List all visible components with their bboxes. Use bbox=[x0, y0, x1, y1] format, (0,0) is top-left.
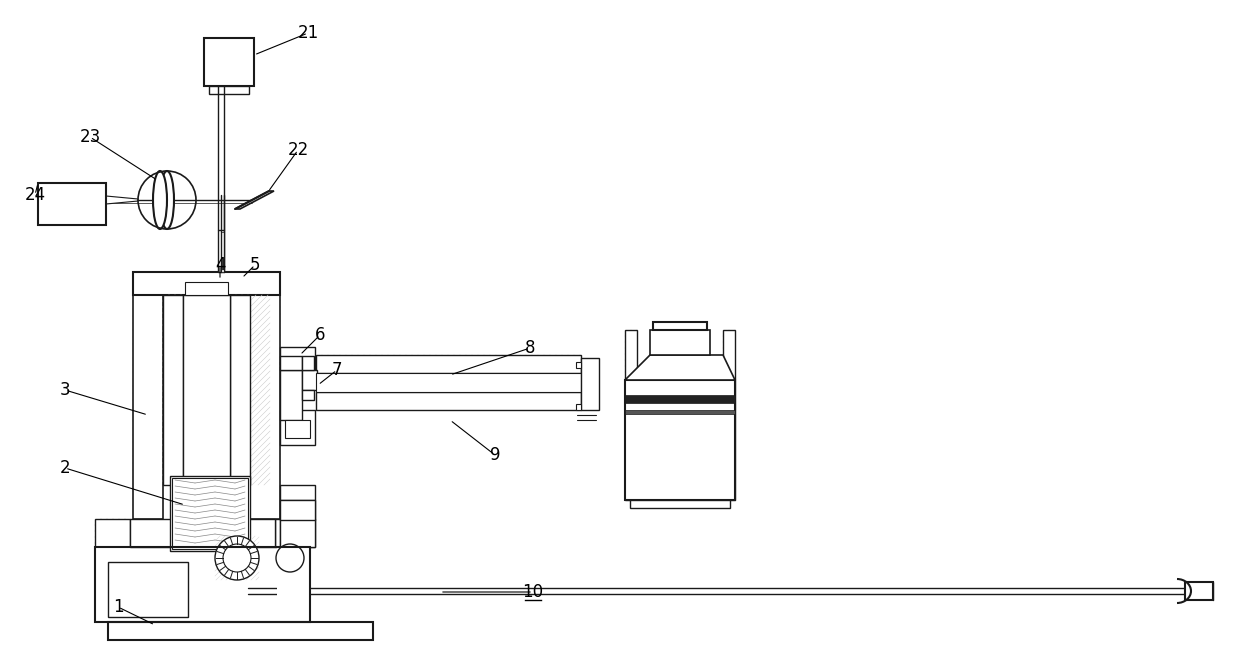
Bar bbox=[185, 282, 228, 295]
Bar bbox=[650, 330, 711, 355]
Bar bbox=[275, 519, 310, 547]
Bar bbox=[303, 370, 317, 390]
Bar bbox=[108, 562, 188, 617]
Bar bbox=[108, 622, 373, 640]
Bar bbox=[170, 476, 250, 551]
Bar bbox=[723, 330, 735, 500]
Bar bbox=[95, 519, 130, 547]
Text: 7: 7 bbox=[332, 361, 342, 379]
Bar bbox=[108, 622, 373, 640]
Text: 2: 2 bbox=[60, 459, 71, 477]
Bar bbox=[316, 355, 582, 373]
Bar bbox=[316, 392, 582, 410]
Bar bbox=[577, 404, 582, 410]
Bar bbox=[1185, 582, 1213, 600]
Bar bbox=[95, 547, 310, 622]
Bar bbox=[280, 485, 315, 500]
Bar bbox=[280, 500, 315, 520]
Ellipse shape bbox=[160, 171, 174, 229]
Bar bbox=[280, 370, 303, 420]
Bar bbox=[630, 500, 730, 508]
Bar bbox=[108, 622, 373, 640]
Bar bbox=[625, 330, 637, 500]
Bar bbox=[95, 547, 310, 622]
Text: 6: 6 bbox=[315, 326, 325, 344]
Bar bbox=[625, 410, 735, 414]
Bar bbox=[653, 322, 707, 330]
Bar bbox=[95, 547, 310, 622]
Text: 21: 21 bbox=[298, 24, 319, 42]
Bar bbox=[625, 380, 637, 500]
Bar bbox=[577, 362, 582, 368]
Bar bbox=[133, 272, 280, 295]
Bar bbox=[95, 547, 133, 622]
Polygon shape bbox=[625, 355, 735, 380]
Bar bbox=[723, 330, 735, 500]
Bar bbox=[625, 380, 735, 500]
Bar bbox=[280, 356, 303, 370]
Bar bbox=[250, 295, 270, 485]
Bar bbox=[280, 347, 315, 370]
Bar bbox=[280, 500, 315, 547]
Bar bbox=[221, 232, 224, 272]
Bar bbox=[172, 478, 248, 549]
Bar bbox=[205, 38, 254, 86]
Bar bbox=[285, 420, 310, 438]
Bar bbox=[277, 547, 310, 622]
Bar bbox=[229, 295, 250, 485]
Bar bbox=[277, 547, 310, 622]
Bar bbox=[316, 392, 582, 410]
Ellipse shape bbox=[153, 171, 167, 229]
Circle shape bbox=[215, 536, 259, 580]
Bar bbox=[275, 519, 310, 547]
Bar bbox=[162, 295, 184, 485]
Bar bbox=[582, 358, 599, 410]
Bar bbox=[130, 519, 275, 547]
Text: 1: 1 bbox=[113, 598, 123, 616]
Bar bbox=[280, 410, 315, 445]
Bar bbox=[162, 295, 184, 485]
Text: 10: 10 bbox=[522, 583, 543, 601]
Text: 22: 22 bbox=[288, 141, 309, 159]
Bar bbox=[625, 330, 637, 500]
Text: 5: 5 bbox=[249, 256, 260, 274]
Circle shape bbox=[277, 544, 304, 572]
Bar bbox=[133, 272, 280, 295]
Bar bbox=[303, 390, 314, 400]
Bar bbox=[162, 295, 184, 485]
Bar bbox=[133, 295, 162, 519]
Text: 24: 24 bbox=[25, 186, 46, 204]
Text: 8: 8 bbox=[525, 339, 536, 357]
Bar bbox=[133, 295, 162, 519]
Polygon shape bbox=[105, 196, 138, 204]
Text: 23: 23 bbox=[79, 128, 100, 146]
Bar bbox=[723, 380, 735, 500]
Bar bbox=[184, 295, 229, 485]
Bar bbox=[280, 519, 315, 547]
Bar bbox=[280, 500, 315, 547]
Bar bbox=[218, 230, 224, 272]
Text: 3: 3 bbox=[60, 381, 71, 399]
Bar bbox=[303, 356, 314, 370]
Text: 9: 9 bbox=[490, 446, 500, 464]
Bar bbox=[210, 86, 249, 94]
Bar bbox=[38, 183, 105, 225]
Bar bbox=[229, 295, 250, 485]
Polygon shape bbox=[236, 191, 274, 209]
Bar bbox=[280, 356, 303, 370]
Bar bbox=[625, 395, 735, 403]
Bar bbox=[250, 295, 280, 519]
Bar bbox=[250, 295, 280, 519]
Text: 4: 4 bbox=[215, 256, 226, 274]
Bar bbox=[95, 519, 130, 547]
Bar bbox=[215, 536, 259, 580]
Circle shape bbox=[223, 544, 250, 572]
Bar bbox=[280, 356, 303, 370]
Bar bbox=[95, 547, 133, 622]
Bar bbox=[280, 519, 315, 547]
Bar bbox=[316, 373, 582, 392]
Bar bbox=[316, 355, 582, 373]
